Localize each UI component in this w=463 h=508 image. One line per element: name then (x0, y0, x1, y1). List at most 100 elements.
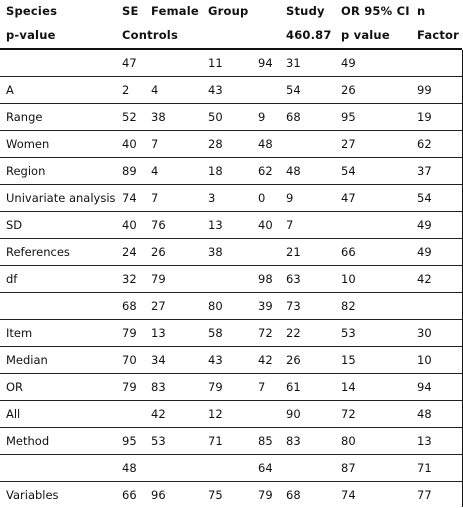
table-cell: 40 (116, 212, 145, 239)
table-cell: 71 (411, 455, 462, 482)
table-cell: 94 (252, 49, 280, 77)
table-cell: 40 (116, 131, 145, 158)
table-cell: 99 (411, 77, 462, 104)
table-cell: 79 (116, 374, 145, 401)
table-cell: 72 (252, 320, 280, 347)
table-cell: 87 (335, 455, 411, 482)
table-cell: 49 (411, 239, 462, 266)
header-cell (252, 0, 280, 22)
table-cell: 26 (280, 347, 335, 374)
table-cell: 54 (280, 77, 335, 104)
table-cell: 54 (335, 158, 411, 185)
table-cell: 48 (411, 401, 462, 428)
table-cell: 9 (252, 104, 280, 131)
table-cell: 22 (280, 320, 335, 347)
table-cell: 12 (202, 401, 252, 428)
row-label-cell: SD (0, 212, 116, 239)
row-label-cell (0, 293, 116, 320)
table-cell: 2 (116, 77, 145, 104)
table-cell: 18 (202, 158, 252, 185)
table-header: Species SE Female Group Study OR 95% CI … (0, 0, 462, 49)
header-row-2: p-value Controls 460.87 p value Factor (0, 22, 462, 49)
table-cell (202, 266, 252, 293)
table-cell: 31 (280, 49, 335, 77)
table-cell (252, 77, 280, 104)
table-cell: 26 (145, 239, 202, 266)
row-label-cell: Region (0, 158, 116, 185)
table-cell: 37 (411, 158, 462, 185)
table-cell: 80 (202, 293, 252, 320)
table-cell: 79 (202, 374, 252, 401)
header-cell: 460.87 (280, 22, 335, 49)
table-cell (335, 212, 411, 239)
row-label-cell: Variables (0, 482, 116, 508)
table-cell (411, 49, 462, 77)
table-cell: 61 (280, 374, 335, 401)
table-cell: 53 (145, 428, 202, 455)
header-cell: p value (335, 22, 411, 49)
table-cell: 50 (202, 104, 252, 131)
table-cell: 80 (335, 428, 411, 455)
table-cell: 66 (335, 239, 411, 266)
table-cell: 98 (252, 266, 280, 293)
row-label-cell: References (0, 239, 116, 266)
table-cell (145, 49, 202, 77)
header-cell: n (411, 0, 462, 22)
table-cell: 42 (252, 347, 280, 374)
table-cell: 58 (202, 320, 252, 347)
row-label-cell: A (0, 77, 116, 104)
table-cell: 48 (116, 455, 145, 482)
table-cell (280, 131, 335, 158)
table-cell: 54 (411, 185, 462, 212)
row-label-cell: All (0, 401, 116, 428)
table-cell: 89 (116, 158, 145, 185)
row-label-cell: Range (0, 104, 116, 131)
table-cell: 96 (145, 482, 202, 508)
table-cell: 49 (335, 49, 411, 77)
table-cell (280, 455, 335, 482)
table-cell: 43 (202, 347, 252, 374)
table-cell: 19 (411, 104, 462, 131)
table-cell: 83 (280, 428, 335, 455)
table-cell: 7 (145, 185, 202, 212)
table-cell: 15 (335, 347, 411, 374)
row-label-cell: OR (0, 374, 116, 401)
table-cell (116, 401, 145, 428)
table-cell: 68 (280, 104, 335, 131)
table-cell: 62 (411, 131, 462, 158)
table-cell: 64 (252, 455, 280, 482)
table-cell: 3 (202, 185, 252, 212)
header-cell: Controls (116, 22, 280, 49)
table-cell: 34 (145, 347, 202, 374)
row-label-cell: df (0, 266, 116, 293)
table-cell: 39 (252, 293, 280, 320)
table-cell: 10 (335, 266, 411, 293)
table-cell: 13 (145, 320, 202, 347)
table-cell: 32 (116, 266, 145, 293)
table-cell: 24 (116, 239, 145, 266)
table-cell: 82 (335, 293, 411, 320)
table-cell: 48 (280, 158, 335, 185)
table-cell: 72 (335, 401, 411, 428)
header-cell: OR 95% CI (335, 0, 411, 22)
table-cell: 83 (145, 374, 202, 401)
table-cell: 48 (252, 131, 280, 158)
table-cell (202, 455, 252, 482)
table-cell: 13 (411, 428, 462, 455)
table-cell: 68 (280, 482, 335, 508)
row-label-cell: Item (0, 320, 116, 347)
table-cell: 95 (116, 428, 145, 455)
table-cell: 76 (145, 212, 202, 239)
table-cell: 63 (280, 266, 335, 293)
row-label-cell: Univariate analysis (0, 185, 116, 212)
table-cell: 47 (116, 49, 145, 77)
